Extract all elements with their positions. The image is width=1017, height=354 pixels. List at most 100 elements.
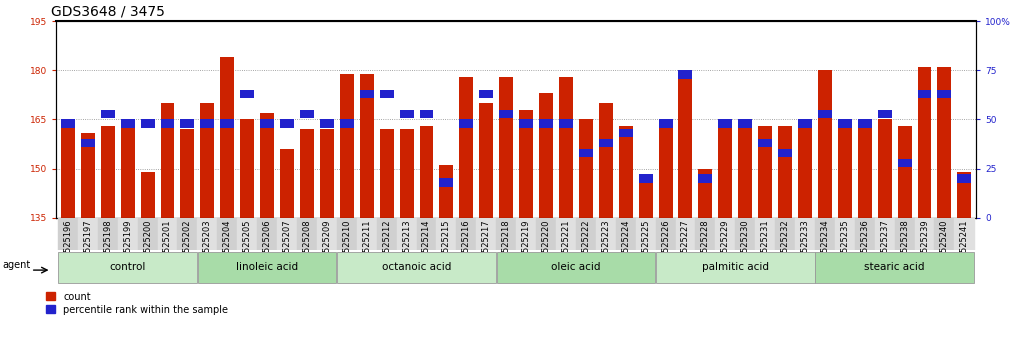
Bar (579, 120, 593, 218)
Bar (260, 120, 274, 128)
Bar (98, 218, 118, 250)
Bar (200, 120, 215, 128)
Bar (618, 129, 633, 137)
Bar (639, 175, 653, 183)
Bar (738, 126, 753, 218)
Bar (340, 120, 354, 128)
Bar (417, 218, 436, 250)
Bar (357, 218, 376, 250)
Text: GSM525228: GSM525228 (701, 219, 710, 270)
Text: GSM525227: GSM525227 (681, 219, 690, 270)
Text: linoleic acid: linoleic acid (236, 262, 298, 272)
Bar (340, 74, 354, 218)
Text: GSM525206: GSM525206 (262, 219, 272, 270)
Text: GSM525205: GSM525205 (243, 219, 251, 270)
FancyBboxPatch shape (816, 252, 974, 283)
Text: GSM525217: GSM525217 (482, 219, 491, 270)
Bar (536, 218, 556, 250)
Bar (61, 120, 75, 128)
Bar (121, 120, 134, 128)
Bar (835, 218, 855, 250)
Bar (678, 70, 693, 79)
Text: GSM525241: GSM525241 (960, 219, 969, 270)
Bar (499, 77, 514, 218)
Text: GSM525207: GSM525207 (283, 219, 292, 270)
Bar (237, 218, 257, 250)
Bar (938, 90, 952, 98)
Bar (240, 120, 254, 218)
Text: GSM525204: GSM525204 (223, 219, 232, 270)
Text: GSM525229: GSM525229 (721, 219, 730, 270)
Bar (280, 149, 294, 218)
Text: GSM525235: GSM525235 (840, 219, 849, 270)
Text: GSM525214: GSM525214 (422, 219, 431, 270)
Bar (636, 218, 656, 250)
Bar (857, 126, 872, 218)
Text: GSM525215: GSM525215 (442, 219, 451, 270)
Text: oleic acid: oleic acid (551, 262, 601, 272)
Text: GSM525213: GSM525213 (402, 219, 411, 270)
Text: GSM525234: GSM525234 (821, 219, 830, 270)
Text: GSM525210: GSM525210 (343, 219, 351, 270)
Bar (938, 67, 952, 218)
Bar (556, 218, 576, 250)
Text: GSM525238: GSM525238 (900, 219, 909, 270)
Bar (479, 90, 493, 98)
Bar (137, 218, 158, 250)
Text: GSM525211: GSM525211 (362, 219, 371, 270)
Text: GSM525230: GSM525230 (740, 219, 750, 270)
Text: GSM525218: GSM525218 (501, 219, 511, 270)
Bar (519, 120, 533, 128)
Bar (699, 169, 712, 218)
Bar (615, 218, 636, 250)
Bar (875, 218, 895, 250)
Text: octanoic acid: octanoic acid (381, 262, 452, 272)
Bar (718, 126, 732, 218)
Bar (735, 218, 756, 250)
Bar (818, 110, 832, 118)
Bar (257, 218, 277, 250)
Text: stearic acid: stearic acid (864, 262, 924, 272)
Bar (499, 110, 514, 118)
Bar (121, 123, 134, 218)
Text: GSM525222: GSM525222 (582, 219, 590, 270)
Text: GSM525201: GSM525201 (163, 219, 172, 270)
Bar (320, 129, 334, 218)
Bar (699, 175, 712, 183)
Bar (140, 120, 155, 128)
Text: control: control (110, 262, 145, 272)
Bar (917, 90, 932, 98)
Bar (397, 218, 417, 250)
Bar (61, 123, 75, 218)
Bar (297, 218, 317, 250)
Bar (58, 218, 78, 250)
FancyBboxPatch shape (496, 252, 655, 283)
Bar (460, 120, 473, 128)
Bar (221, 120, 234, 128)
Bar (659, 120, 672, 128)
Bar (696, 218, 715, 250)
Bar (457, 218, 476, 250)
Bar (596, 218, 615, 250)
Bar (878, 120, 892, 218)
Bar (599, 139, 613, 147)
Bar (360, 74, 373, 218)
Bar (957, 172, 971, 218)
Text: GSM525212: GSM525212 (382, 219, 392, 270)
Bar (101, 110, 115, 118)
Text: GSM525236: GSM525236 (860, 219, 870, 270)
Legend: count, percentile rank within the sample: count, percentile rank within the sample (46, 292, 228, 314)
Bar (778, 126, 792, 218)
Bar (436, 218, 457, 250)
Text: GDS3648 / 3475: GDS3648 / 3475 (51, 5, 165, 19)
Bar (118, 218, 137, 250)
Bar (379, 129, 394, 218)
Bar (317, 218, 337, 250)
Bar (260, 113, 274, 218)
Bar (479, 103, 493, 218)
Bar (337, 218, 357, 250)
Bar (400, 110, 414, 118)
Bar (197, 218, 218, 250)
Bar (376, 218, 397, 250)
Bar (476, 218, 496, 250)
